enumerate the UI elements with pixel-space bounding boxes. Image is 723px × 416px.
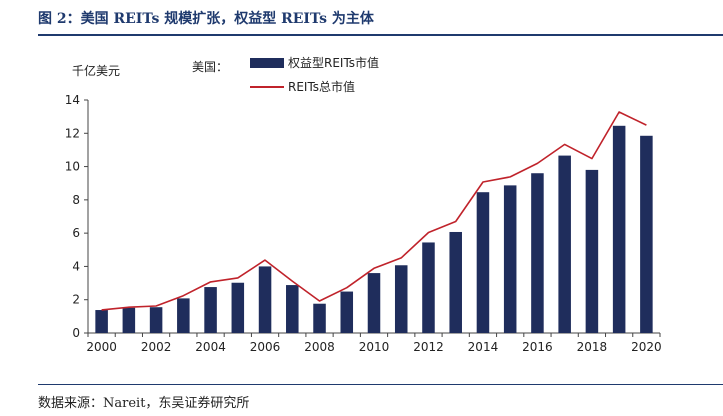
bar xyxy=(558,155,571,333)
bar xyxy=(640,135,653,333)
legend-item-line: REITs总市值 xyxy=(250,78,355,95)
y-tick-label: 6 xyxy=(72,226,80,240)
bar xyxy=(394,265,408,333)
y-tick-label: 2 xyxy=(72,293,80,307)
legend-swatch-line xyxy=(250,85,284,88)
x-tick-label: 2012 xyxy=(413,340,444,354)
y-tick-label: 0 xyxy=(72,326,80,340)
x-tick-label: 2004 xyxy=(195,340,226,354)
bar xyxy=(449,231,462,333)
bar xyxy=(313,303,326,333)
legend-label-bar: 权益型REITs市值 xyxy=(288,56,380,70)
bar xyxy=(231,282,245,333)
source-note: 数据来源：Nareit，东吴证券研究所 xyxy=(38,396,250,411)
bar xyxy=(476,192,490,333)
x-tick-label: 2000 xyxy=(86,340,117,354)
region-label: 美国： xyxy=(192,60,229,74)
bar xyxy=(95,310,108,333)
series-line xyxy=(101,111,647,311)
title-rule xyxy=(38,34,723,36)
x-tick-label: 2020 xyxy=(631,340,662,354)
legend-swatch-bar xyxy=(250,57,284,68)
y-tick-label: 8 xyxy=(72,193,80,207)
x-tick-label: 2016 xyxy=(522,340,553,354)
bar xyxy=(340,291,354,333)
bar xyxy=(503,185,517,333)
x-tick-label: 2008 xyxy=(304,340,335,354)
bar xyxy=(585,169,599,333)
bar xyxy=(367,273,381,333)
bar xyxy=(122,307,136,333)
bar xyxy=(177,298,190,333)
bar xyxy=(612,125,626,334)
y-tick-label: 12 xyxy=(65,126,80,140)
y-axis-title: 千亿美元 xyxy=(72,64,121,78)
bar xyxy=(286,285,299,333)
bar xyxy=(149,307,163,333)
bar xyxy=(422,242,435,333)
x-tick-label: 2018 xyxy=(577,340,608,354)
x-tick-label: 2014 xyxy=(468,340,499,354)
figure-title: 图 2：美国 REITs 规模扩张，权益型 REITs 为主体 xyxy=(38,11,374,27)
x-tick-label: 2010 xyxy=(359,340,390,354)
x-tick-label: 2006 xyxy=(250,340,281,354)
x-tick-label: 2002 xyxy=(141,340,172,354)
legend-label-line: REITs总市值 xyxy=(288,80,356,94)
y-tick-label: 4 xyxy=(72,259,80,273)
y-tick-label: 14 xyxy=(65,93,80,107)
y-tick-label: 10 xyxy=(65,160,80,174)
source-rule xyxy=(38,384,723,385)
bar xyxy=(531,173,544,333)
bar xyxy=(258,266,272,333)
bar xyxy=(204,287,217,333)
legend-item-bar: 权益型REITs市值 xyxy=(250,54,379,71)
